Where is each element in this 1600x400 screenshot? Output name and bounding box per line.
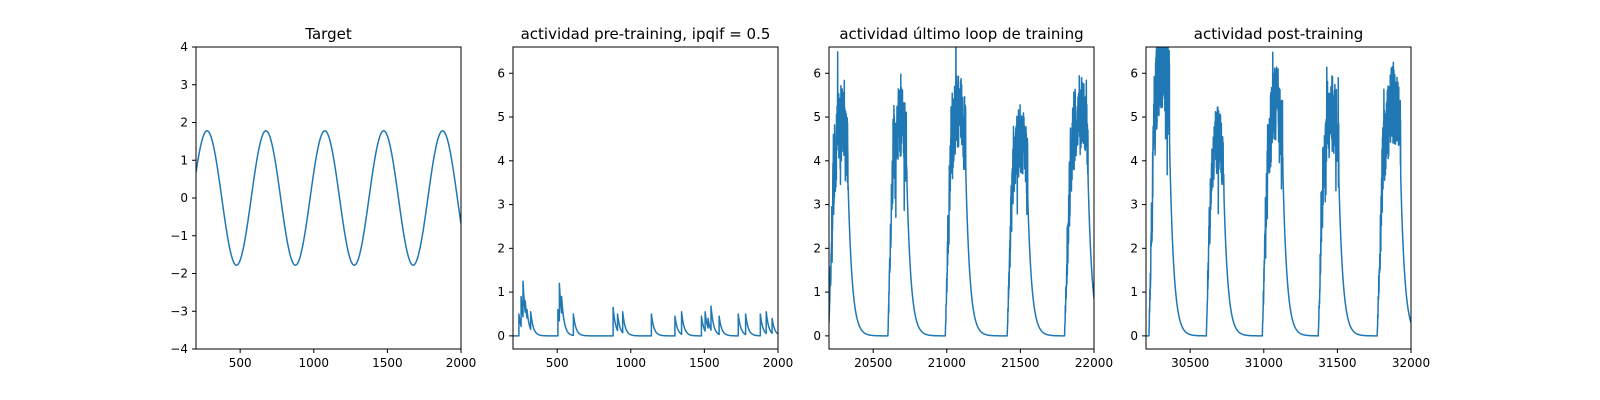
series-line-1-1 (196, 130, 461, 266)
x-tick-label: 2000 (763, 356, 794, 370)
y-tick-label: 5 (1130, 110, 1138, 124)
chart-title: Target (304, 25, 352, 43)
y-tick-label: 0 (813, 329, 821, 343)
x-tick-label: 500 (546, 356, 569, 370)
y-tick-label: 6 (813, 66, 821, 80)
series-line-3-1 (829, 47, 1094, 337)
x-tick-label: 20500 (854, 356, 892, 370)
y-tick-label: 6 (497, 66, 505, 80)
y-tick-label: 3 (497, 198, 505, 212)
y-tick-label: 1 (497, 285, 505, 299)
x-tick-label: 21500 (1001, 356, 1039, 370)
series-line-2-1 (513, 280, 778, 337)
subplot-1: Target 500 1000 1500 2000 −4 −3 −2 −1 0 1 2 3 4 (170, 25, 476, 370)
x-tick-label: 31500 (1318, 356, 1356, 370)
y-tick-label: 4 (497, 154, 505, 168)
y-tick-label: 0 (180, 191, 188, 205)
axes-frame (195, 46, 462, 350)
chart-title: actividad post-training (1194, 25, 1363, 43)
x-tick-label: 32000 (1392, 356, 1430, 370)
x-tick-label: 30500 (1171, 356, 1209, 370)
y-tick-label: 6 (1130, 66, 1138, 80)
x-tick-label: 21000 (928, 356, 966, 370)
x-tick-label: 1000 (299, 356, 330, 370)
y-tick-label: 3 (813, 198, 821, 212)
y-tick-label: 5 (813, 110, 821, 124)
series-line-4-1 (1146, 47, 1411, 337)
x-tick-label: 2000 (446, 356, 477, 370)
y-tick-label: 0 (497, 329, 505, 343)
axes-frame (512, 46, 779, 350)
axes-frame (828, 46, 1095, 350)
y-tick-label: 0 (1130, 329, 1138, 343)
x-tick-label: 31000 (1245, 356, 1283, 370)
y-tick-label: 1 (813, 285, 821, 299)
y-tick-label: 1 (180, 153, 188, 167)
y-tick-label: 5 (497, 110, 505, 124)
x-tick-label: 1000 (616, 356, 647, 370)
x-tick-label: 500 (229, 356, 252, 370)
y-tick-label: 2 (180, 116, 188, 130)
x-tick-label: 1500 (689, 356, 720, 370)
x-tick-label: 22000 (1075, 356, 1113, 370)
y-tick-label: 4 (1130, 154, 1138, 168)
y-tick-label: 2 (813, 241, 821, 255)
axes-frame (1145, 46, 1412, 350)
chart-title: actividad último loop de training (839, 25, 1083, 43)
chart-title: actividad pre-training, ipqif = 0.5 (521, 25, 771, 43)
y-tick-label: 4 (180, 40, 188, 54)
y-tick-label: 3 (1130, 198, 1138, 212)
y-tick-label: −2 (170, 267, 188, 281)
y-tick-label: −3 (170, 304, 188, 318)
y-tick-label: 3 (180, 78, 188, 92)
y-tick-label: 4 (813, 154, 821, 168)
y-tick-label: −4 (170, 342, 188, 356)
y-tick-label: 2 (1130, 241, 1138, 255)
y-tick-label: −1 (170, 229, 188, 243)
x-tick-label: 1500 (372, 356, 403, 370)
y-tick-label: 1 (1130, 285, 1138, 299)
y-tick-label: 2 (497, 241, 505, 255)
